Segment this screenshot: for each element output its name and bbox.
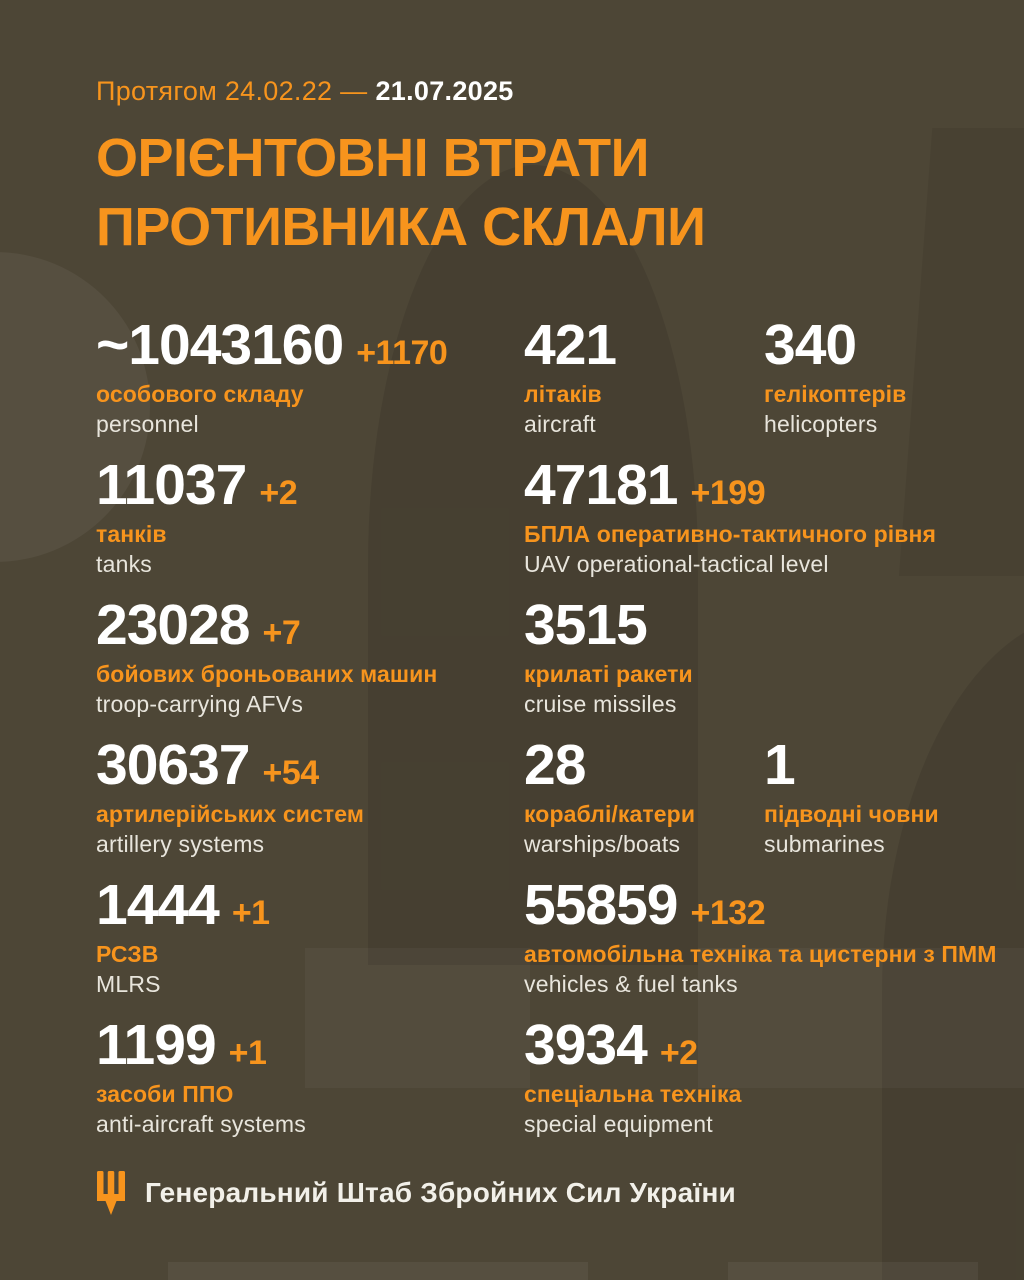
stat-delta: +7 — [262, 614, 301, 652]
stat-label-en: tanks — [96, 551, 152, 577]
organization-name: Генеральний Штаб Збройних Сил України — [145, 1177, 736, 1208]
background-patch — [168, 1262, 588, 1280]
stat-value: 3934 — [524, 1013, 648, 1077]
stat-value: 28 — [524, 733, 586, 797]
stat-cruise-missiles: 3515 крилаті ракети cruise missiles — [524, 596, 939, 736]
stat-delta: +54 — [262, 754, 320, 792]
stat-warships: 28 кораблі/катери warships/boats — [524, 736, 764, 876]
stat-number-row: ~1043160 +1170 — [96, 316, 524, 374]
losses-grid: ~1043160 +1170 особового складу personne… — [96, 316, 996, 1156]
stat-label-ua: крилаті ракети — [524, 661, 693, 687]
stat-value: ~1043160 — [96, 313, 344, 377]
stat-delta: +2 — [659, 1034, 698, 1072]
stat-label-ua: артилерійських систем — [96, 801, 364, 827]
stat-value: 1 — [764, 733, 796, 797]
stat-personnel: ~1043160 +1170 особового складу personne… — [96, 316, 524, 456]
period-date: 21.07.2025 — [375, 76, 514, 106]
stat-value: 55859 — [524, 873, 679, 937]
stat-afv: 23028 +7 бойових броньованих машин troop… — [96, 596, 524, 736]
stat-number-row: 340 — [764, 316, 939, 374]
stat-number-row: 1 — [764, 736, 939, 794]
stat-value: 47181 — [524, 453, 679, 517]
stat-delta: +1 — [228, 1034, 267, 1072]
stat-number-row: 23028 +7 — [96, 596, 524, 654]
stat-label-ua: РСЗВ — [96, 941, 159, 967]
stat-delta: +2 — [259, 474, 298, 512]
stat-label-ua: спеціальна техніка — [524, 1081, 742, 1107]
stat-delta: +1 — [231, 894, 270, 932]
stat-value: 3515 — [524, 593, 648, 657]
stat-label-en: special equipment — [524, 1111, 713, 1137]
stat-label-en: anti-aircraft systems — [96, 1111, 306, 1137]
title-line-2: ПРОТИВНИКА СКЛАЛИ — [96, 197, 706, 257]
stat-value: 1199 — [96, 1013, 217, 1077]
stat-mlrs: 1444 +1 РСЗВ MLRS — [96, 876, 524, 1016]
stat-value: 30637 — [96, 733, 251, 797]
stat-label-ua: засоби ППО — [96, 1081, 234, 1107]
stat-artillery: 30637 +54 артилерійських систем artiller… — [96, 736, 524, 876]
stat-number-row: 421 — [524, 316, 764, 374]
shell-silhouette-center — [368, 165, 698, 965]
stat-number-row: 3934 +2 — [524, 1016, 939, 1074]
stat-tanks: 11037 +2 танків tanks — [96, 456, 524, 596]
title-line-1: ОРІЄНТОВНІ ВТРАТИ — [96, 128, 649, 188]
period-prefix: Протягом 24.02.22 — — [96, 76, 368, 106]
stat-label-en: vehicles & fuel tanks — [524, 971, 738, 997]
stat-special-equipment: 3934 +2 спеціальна техніка special equip… — [524, 1016, 939, 1156]
stat-delta: +199 — [690, 474, 766, 512]
stat-number-row: 3515 — [524, 596, 939, 654]
stat-label-en: submarines — [764, 831, 885, 857]
stat-delta: +1170 — [356, 334, 448, 372]
stat-number-row: 1444 +1 — [96, 876, 524, 934]
stat-label-en: artillery systems — [96, 831, 265, 857]
stat-label-en: MLRS — [96, 971, 161, 997]
stat-number-row: 55859 +132 — [524, 876, 939, 934]
tryzub-icon — [96, 1171, 126, 1215]
period-line: Протягом 24.02.22 —21.07.2025 — [96, 76, 514, 107]
footer: Генеральний Штаб Збройних Сил України — [96, 1168, 736, 1218]
stat-value: 421 — [524, 313, 617, 377]
stat-label-ua: БПЛА оперативно-тактичного рівня — [524, 521, 936, 547]
stat-label-en: UAV operational-tactical level — [524, 551, 829, 577]
stat-label-ua: гелікоптерів — [764, 381, 907, 407]
stat-label-ua: танків — [96, 521, 167, 547]
stat-label-ua: особового складу — [96, 381, 304, 407]
stat-anti-aircraft: 1199 +1 засоби ППО anti-aircraft systems — [96, 1016, 524, 1156]
stat-aircraft: 421 літаків aircraft — [524, 316, 764, 456]
stat-number-row: 47181 +199 — [524, 456, 939, 514]
stat-label-en: troop-carrying AFVs — [96, 691, 304, 717]
stat-helicopters: 340 гелікоптерів helicopters — [764, 316, 939, 456]
stat-submarines: 1 підводні човни submarines — [764, 736, 939, 876]
stat-value: 23028 — [96, 593, 251, 657]
stat-label-en: personnel — [96, 411, 199, 437]
background-patch — [728, 1262, 978, 1280]
stat-label-ua: літаків — [524, 381, 602, 407]
stat-label-ua: підводні човни — [764, 801, 939, 827]
stat-number-row: 30637 +54 — [96, 736, 524, 794]
stat-value: 11037 — [96, 453, 247, 517]
stat-number-row: 11037 +2 — [96, 456, 524, 514]
stat-label-ua: бойових броньованих машин — [96, 661, 438, 687]
stat-label-ua: кораблі/катери — [524, 801, 696, 827]
page-title: ОРІЄНТОВНІ ВТРАТИ ПРОТИВНИКА СКЛАЛИ — [96, 124, 706, 262]
stat-label-en: cruise missiles — [524, 691, 677, 717]
stat-label-en: warships/boats — [524, 831, 681, 857]
stat-label-en: helicopters — [764, 411, 878, 437]
stat-label-en: aircraft — [524, 411, 596, 437]
stat-value: 1444 — [96, 873, 220, 937]
stat-number-row: 28 — [524, 736, 764, 794]
stat-delta: +132 — [690, 894, 766, 932]
stat-vehicles-fuel-tanks: 55859 +132 автомобільна техніка та цисте… — [524, 876, 997, 1016]
stat-number-row: 1199 +1 — [96, 1016, 524, 1074]
stat-uav: 47181 +199 БПЛА оперативно-тактичного рі… — [524, 456, 939, 596]
stat-label-ua: автомобільна техніка та цистерни з ПММ — [524, 941, 997, 967]
stat-value: 340 — [764, 313, 857, 377]
